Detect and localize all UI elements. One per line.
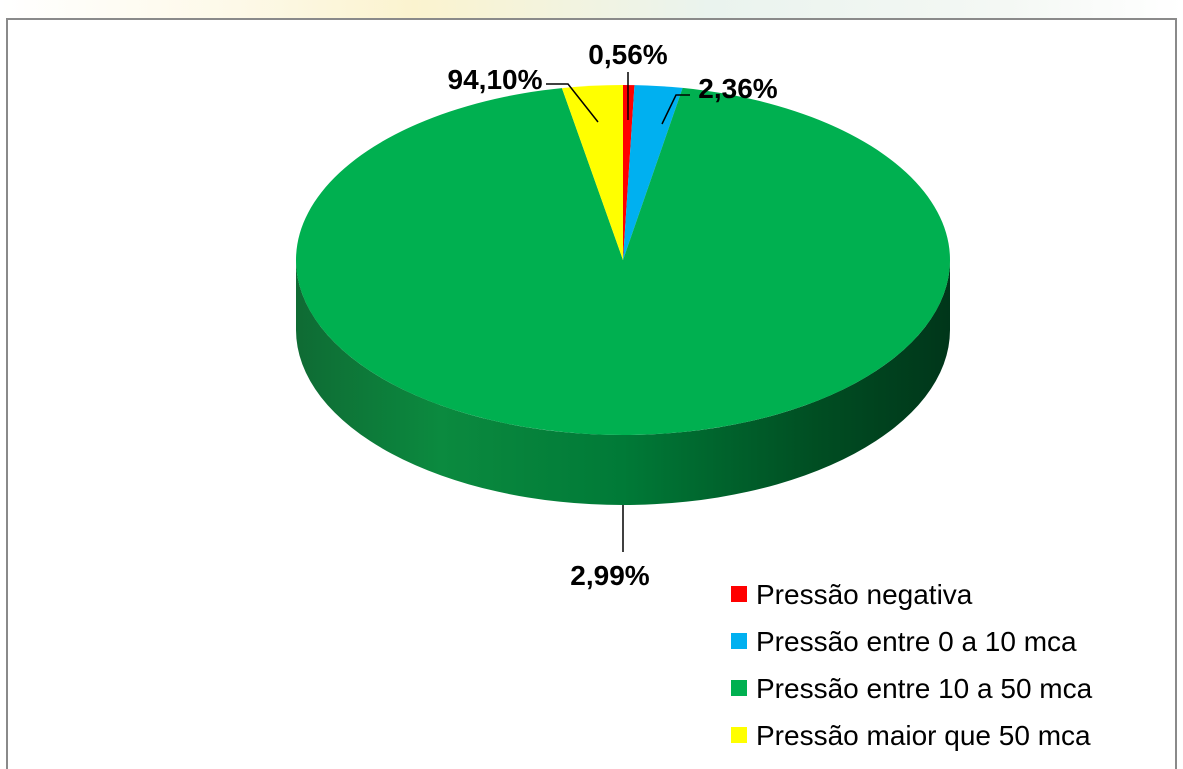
background-band [0,0,1183,22]
pie-slice [561,85,623,260]
data-label: 2,36% [698,73,777,104]
legend-label: Pressão entre 10 a 50 mca [756,673,1093,704]
leader-line [661,94,690,125]
leader-line [546,83,599,123]
legend-swatch [731,586,747,602]
legend-label: Pressão maior que 50 mca [756,720,1091,751]
legend-label: Pressão entre 0 a 10 mca [756,626,1077,657]
leader-lines [546,72,690,552]
pie-top [296,85,950,435]
data-label: 0,56% [588,39,667,70]
pie-slice [623,85,683,260]
data-labels: 0,56% 2,36% 94,10% 2,99% [448,39,778,591]
legend-swatch [731,633,747,649]
data-label: 2,99% [570,560,649,591]
legend-swatch [731,680,747,696]
legend-swatch [731,727,747,743]
legend-label: Pressão negativa [756,579,973,610]
legend: Pressão negativa Pressão entre 0 a 10 mca… [731,579,1093,751]
pie-side-wall [296,260,950,505]
pie-slice [296,87,950,435]
pie-slice [623,85,635,260]
pie-side [296,260,950,505]
data-label: 94,10% [448,64,543,95]
